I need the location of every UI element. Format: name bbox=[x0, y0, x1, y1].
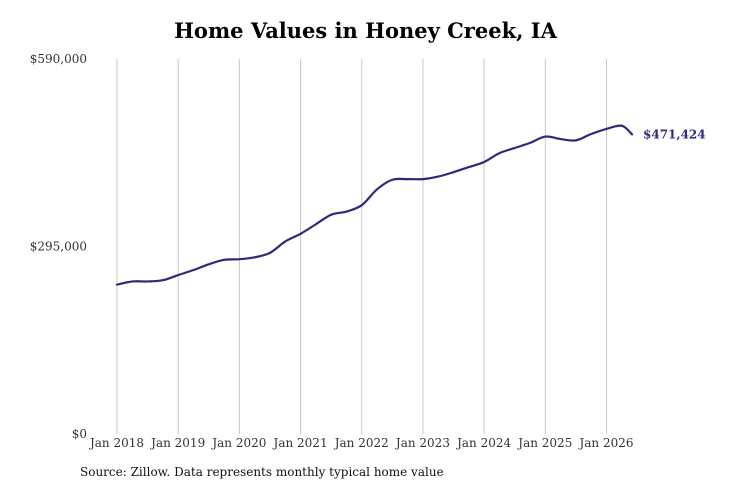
x-tick-label-6: Jan 2024 bbox=[455, 436, 511, 450]
y-tick-label-1: $295,000 bbox=[30, 240, 87, 254]
y-tick-label-0: $0 bbox=[72, 427, 87, 441]
x-tick-label-2: Jan 2020 bbox=[210, 436, 266, 450]
x-tick-label-1: Jan 2019 bbox=[149, 436, 205, 450]
end-value-label: $471,424 bbox=[643, 127, 706, 141]
x-tick-label-8: Jan 2026 bbox=[577, 436, 633, 450]
x-tick-label-0: Jan 2018 bbox=[88, 436, 144, 450]
x-tick-label-3: Jan 2021 bbox=[272, 436, 328, 450]
series-line bbox=[115, 124, 634, 286]
x-tick-label-7: Jan 2025 bbox=[516, 436, 572, 450]
x-tick-label-5: Jan 2023 bbox=[394, 436, 450, 450]
chart-title: Home Values in Honey Creek, IA bbox=[174, 18, 557, 43]
source-note: Source: Zillow. Data represents monthly … bbox=[80, 465, 444, 479]
y-tick-label-2: $590,000 bbox=[30, 52, 87, 66]
x-tick-label-4: Jan 2022 bbox=[333, 436, 389, 450]
